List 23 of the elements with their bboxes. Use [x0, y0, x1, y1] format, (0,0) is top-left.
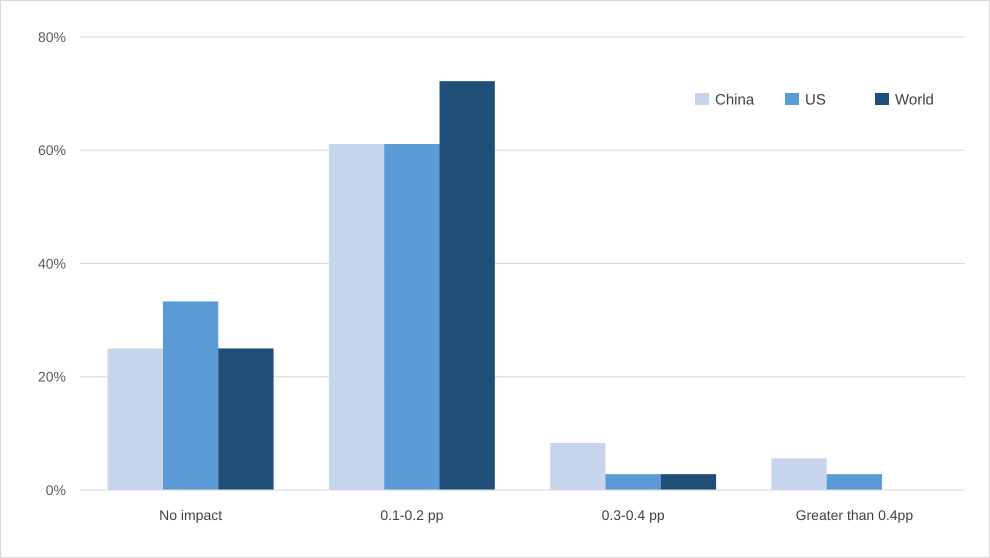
x-tick-label: Greater than 0.4pp: [796, 507, 914, 523]
y-tick-label: 0%: [46, 482, 66, 498]
bar: [660, 474, 716, 490]
y-tick-label: 80%: [38, 28, 66, 45]
bar: [162, 301, 218, 490]
x-tick-label: 0.3-0.4 pp: [602, 507, 665, 523]
bar: [440, 81, 495, 490]
legend-label: US: [805, 91, 826, 108]
bar: [826, 474, 882, 490]
legend-label: China: [715, 91, 755, 108]
y-tick-label: 40%: [38, 255, 66, 272]
x-tick-label: No impact: [159, 507, 222, 523]
bar: [550, 443, 606, 490]
bar: [771, 458, 827, 490]
bar: [218, 348, 274, 490]
x-tick-label: 0.1-0.2 pp: [380, 507, 444, 523]
y-tick-label: 60%: [38, 142, 66, 158]
bar: [108, 348, 163, 490]
bar: [384, 144, 440, 490]
bar: [605, 474, 661, 490]
y-tick-label: 20%: [38, 368, 66, 385]
bar: [328, 144, 384, 490]
legend-label: World: [895, 91, 934, 108]
